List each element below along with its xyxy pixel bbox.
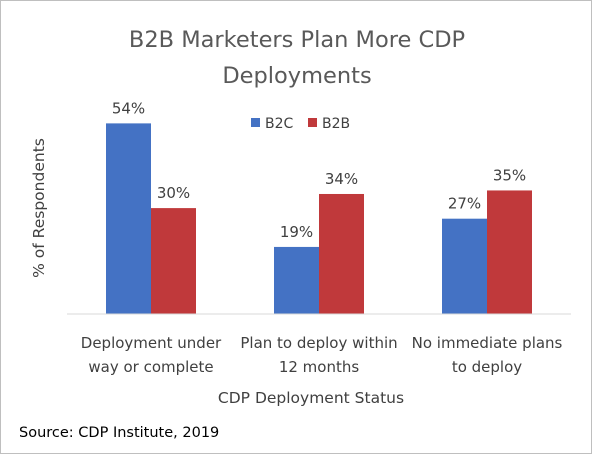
x-tick-label-2-line-1: Plan to deploy within [240,334,397,352]
data-label-b2b-3: 35% [493,166,526,184]
x-tick-label-1-line-2: way or complete [88,358,213,376]
legend-label-b2b: B2B [322,116,350,132]
x-tick-label-3-line-2: to deploy [452,358,522,376]
bar-b2b-1 [151,208,196,314]
data-label-b2c-1: 54% [112,99,145,117]
y-axis-title: % of Respondents [30,138,48,278]
chart-title-line-1: B2B Marketers Plan More CDP [129,27,465,53]
chart-title-line-2: Deployments [222,63,371,89]
legend-swatch-b2b [308,118,317,127]
bar-b2c-2 [274,246,319,314]
legend: B2C B2B [251,116,350,132]
plot-area: 54% 30% Deployment under way or complete 19%… [67,99,571,376]
bar-b2c-3 [442,218,487,314]
bar-b2b-3 [487,190,532,314]
legend-label-b2c: B2C [265,116,294,132]
data-label-b2b-1: 30% [157,184,190,202]
legend-swatch-b2c [251,118,260,127]
data-label-b2c-2: 19% [280,223,313,241]
data-label-b2b-2: 34% [325,170,358,188]
x-tick-label-1-line-1: Deployment under [81,334,222,352]
source-note: Source: CDP Institute, 2019 [19,425,220,441]
x-tick-label-3-line-1: No immediate plans [412,334,563,352]
x-axis-title: CDP Deployment Status [218,389,404,407]
data-label-b2c-3: 27% [448,195,481,213]
bar-b2b-2 [319,193,364,314]
bar-b2c-1 [106,123,151,314]
x-tick-label-2-line-2: 12 months [279,358,360,376]
